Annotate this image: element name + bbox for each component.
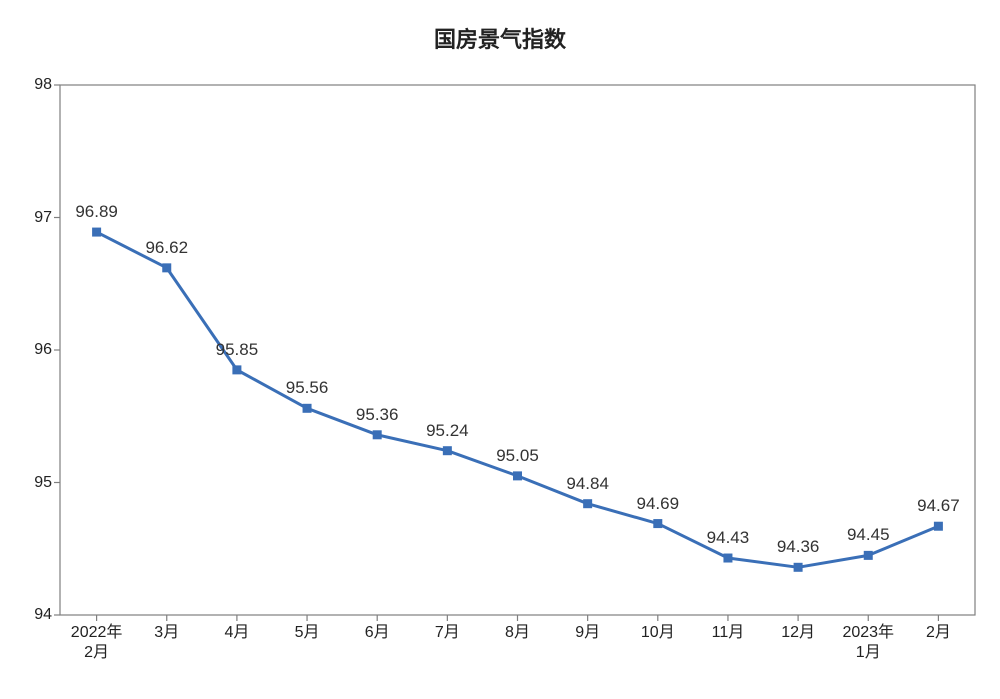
data-marker	[864, 551, 872, 559]
y-tick-label: 94	[34, 606, 60, 624]
x-tick-label: 10月	[641, 615, 675, 643]
x-tick-label: 5月	[295, 615, 320, 643]
data-label: 94.67	[917, 496, 960, 516]
data-label: 94.69	[637, 494, 680, 514]
data-label: 94.43	[707, 528, 750, 548]
y-tick-label: 96	[34, 341, 60, 359]
chart-svg	[60, 85, 975, 615]
chart-container: 国房景气指数 94959697982022年 2月3月4月5月6月7月8月9月1…	[0, 0, 1000, 699]
y-tick-label: 95	[34, 474, 60, 492]
data-label: 95.36	[356, 405, 399, 425]
data-label: 95.56	[286, 378, 329, 398]
data-label: 94.45	[847, 525, 890, 545]
data-label: 95.85	[216, 340, 259, 360]
data-label: 94.84	[566, 474, 609, 494]
data-marker	[93, 228, 101, 236]
x-tick-label: 3月	[154, 615, 179, 643]
chart-title: 国房景气指数	[0, 22, 1000, 54]
data-marker	[934, 522, 942, 530]
data-label: 96.62	[145, 238, 188, 258]
data-marker	[233, 366, 241, 374]
data-label: 95.24	[426, 421, 469, 441]
y-tick-label: 98	[34, 76, 60, 94]
data-marker	[724, 554, 732, 562]
data-marker	[584, 500, 592, 508]
data-marker	[373, 431, 381, 439]
plot-area: 94959697982022年 2月3月4月5月6月7月8月9月10月11月12…	[60, 85, 975, 615]
x-tick-label: 7月	[435, 615, 460, 643]
data-marker	[794, 563, 802, 571]
data-marker	[514, 472, 522, 480]
data-label: 94.36	[777, 537, 820, 557]
x-tick-label: 9月	[575, 615, 600, 643]
data-marker	[654, 520, 662, 528]
data-label: 95.05	[496, 446, 539, 466]
x-tick-label: 12月	[781, 615, 815, 643]
x-tick-label: 11月	[712, 615, 745, 643]
x-tick-label: 2023年 1月	[842, 615, 894, 663]
x-tick-label: 4月	[224, 615, 249, 643]
x-tick-label: 8月	[505, 615, 530, 643]
data-marker	[443, 447, 451, 455]
data-marker	[303, 404, 311, 412]
x-tick-label: 2022年 2月	[71, 615, 123, 663]
data-marker	[163, 264, 171, 272]
x-tick-label: 6月	[365, 615, 390, 643]
y-tick-label: 97	[34, 209, 60, 227]
series-line	[97, 232, 939, 567]
x-tick-label: 2月	[926, 615, 951, 643]
data-label: 96.89	[75, 202, 118, 222]
